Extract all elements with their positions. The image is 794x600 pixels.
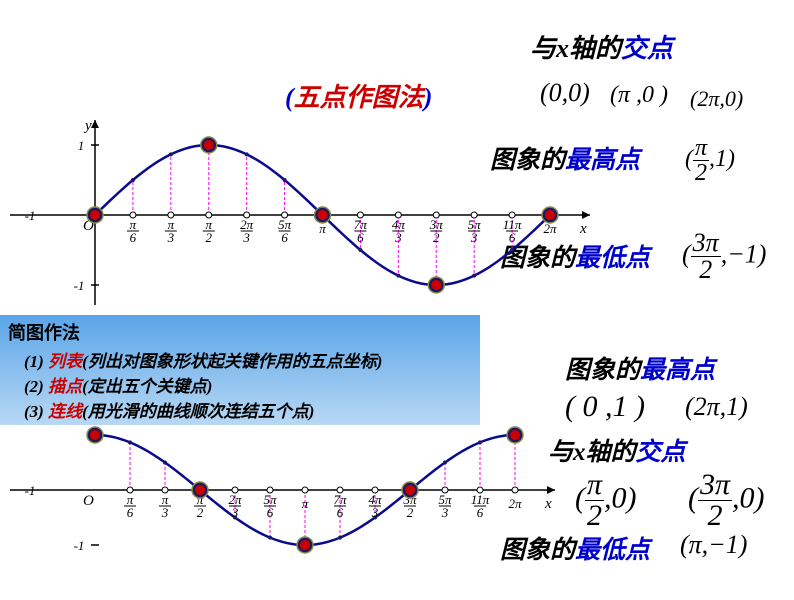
cosine-chart: xO-1-1π6π3π22π35π6π7π64π33π25π311π62π: [0, 400, 794, 600]
svg-text:3: 3: [161, 505, 169, 520]
svg-text:3: 3: [394, 230, 402, 245]
svg-text:3: 3: [167, 230, 175, 245]
svg-text:2: 2: [197, 505, 204, 520]
svg-text:y: y: [83, 118, 92, 134]
svg-text:2: 2: [407, 505, 414, 520]
svg-text:6: 6: [337, 505, 344, 520]
svg-text:6: 6: [267, 505, 274, 520]
svg-text:2π: 2π: [508, 496, 522, 511]
svg-text:3: 3: [441, 505, 449, 520]
svg-text:x: x: [579, 221, 587, 237]
svg-text:3: 3: [470, 230, 478, 245]
svg-text:2: 2: [433, 230, 440, 245]
svg-text:1: 1: [78, 138, 85, 153]
svg-text:-1: -1: [25, 208, 36, 223]
svg-text:6: 6: [281, 230, 288, 245]
svg-text:6: 6: [357, 230, 364, 245]
svg-text:6: 6: [477, 505, 484, 520]
svg-text:6: 6: [127, 505, 134, 520]
svg-text:-1: -1: [74, 538, 85, 553]
box-heading: 简图作法: [8, 319, 472, 345]
svg-text:-1: -1: [74, 278, 85, 293]
svg-text:3: 3: [231, 505, 239, 520]
svg-text:3: 3: [242, 230, 250, 245]
box-line-1: (1) 列表(列出对图象形状起关键作用的五点坐标): [24, 347, 472, 372]
svg-text:2: 2: [206, 230, 213, 245]
svg-text:π: π: [302, 496, 309, 511]
svg-text:x: x: [544, 496, 552, 512]
sine-chart: yxO-11-1π6π3π22π35π6π7π64π33π25π311π62π: [0, 0, 794, 310]
svg-text:3: 3: [371, 505, 379, 520]
svg-text:-1: -1: [25, 483, 36, 498]
svg-text:6: 6: [130, 230, 137, 245]
svg-text:O: O: [83, 493, 94, 509]
svg-text:6: 6: [509, 230, 516, 245]
high2-label: 图象的最高点: [565, 350, 715, 386]
box-line-2: (2) 描点(定出五个关键点): [24, 372, 472, 397]
